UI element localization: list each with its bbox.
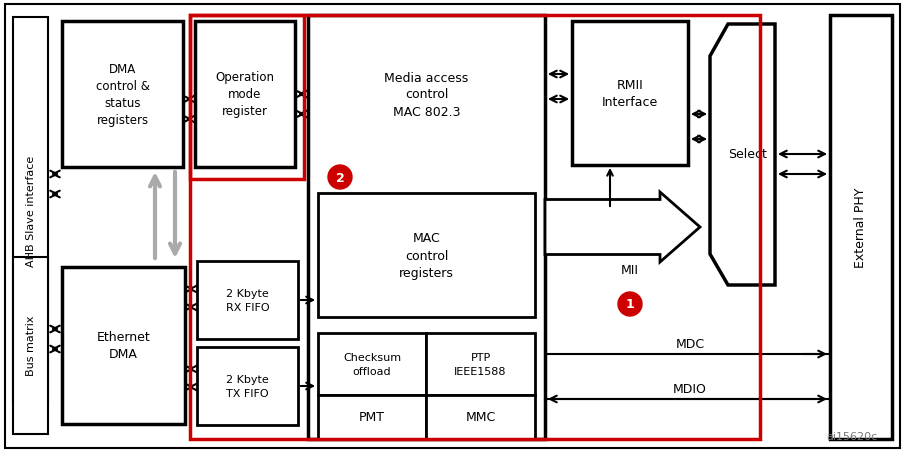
Bar [318, 193, 535, 317]
Text: ai15620c: ai15620c [827, 431, 878, 441]
Text: Checksum
offload: Checksum offload [343, 353, 401, 376]
Text: 1: 1 [626, 298, 634, 311]
Bar [195, 22, 295, 167]
Text: MDIO: MDIO [673, 383, 707, 396]
Text: 2 Kbyte
RX FIFO: 2 Kbyte RX FIFO [226, 289, 269, 312]
Bar [62, 22, 183, 167]
Bar [426, 395, 535, 439]
Bar [426, 333, 535, 395]
Text: DMA
control &
status
registers: DMA control & status registers [95, 63, 150, 127]
Text: Operation
mode
register: Operation mode register [216, 71, 275, 118]
Bar [197, 262, 298, 339]
Bar [197, 347, 298, 425]
Polygon shape [710, 25, 775, 285]
Text: Select: Select [728, 148, 767, 161]
Bar [190, 16, 304, 180]
Text: MII: MII [621, 263, 639, 276]
Bar [830, 16, 892, 439]
Text: Bus matrix: Bus matrix [25, 315, 35, 375]
Polygon shape [13, 258, 48, 434]
Text: MAC
control
registers: MAC control registers [399, 232, 454, 279]
Text: AHB Slave interface: AHB Slave interface [25, 155, 35, 266]
Bar [62, 268, 185, 424]
Text: PMT: PMT [359, 410, 385, 424]
Bar [572, 22, 688, 166]
Text: 2: 2 [336, 171, 345, 184]
Text: Media access
control
MAC 802.3: Media access control MAC 802.3 [385, 71, 469, 118]
Circle shape [328, 166, 352, 190]
Text: 2 Kbyte
TX FIFO: 2 Kbyte TX FIFO [226, 374, 268, 398]
Text: MMC: MMC [465, 410, 495, 424]
Bar [318, 395, 426, 439]
FancyArrow shape [545, 192, 700, 263]
Text: RMII
Interface: RMII Interface [602, 79, 658, 109]
Text: External PHY: External PHY [854, 187, 867, 268]
Text: Ethernet
DMA: Ethernet DMA [97, 330, 151, 360]
Text: MDC: MDC [676, 338, 705, 351]
Bar [308, 16, 545, 439]
Text: PTP
IEEE1588: PTP IEEE1588 [454, 353, 507, 376]
Bar [318, 333, 426, 395]
Polygon shape [13, 18, 48, 404]
Bar [190, 16, 760, 439]
Circle shape [618, 293, 642, 316]
